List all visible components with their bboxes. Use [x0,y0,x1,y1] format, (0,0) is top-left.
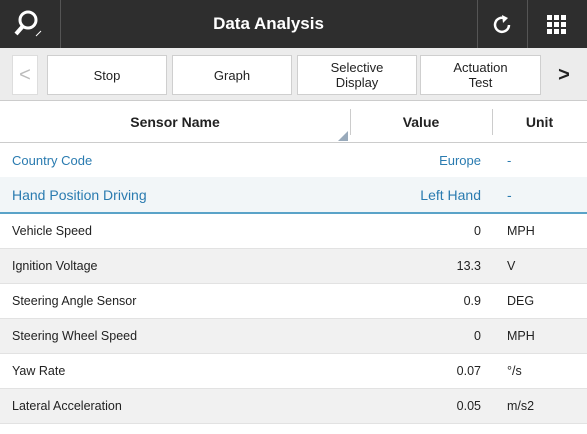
toolbar: < > Stop Graph Selective Display Actuation … [0,48,587,101]
next-button[interactable]: > [558,63,570,86]
column-divider [492,109,493,135]
title: Data Analysis [213,14,324,33]
search-icon[interactable] [14,10,46,40]
button-label: Selective Display [330,60,384,90]
menu-grid-icon[interactable] [547,15,567,35]
cell: 0.05 [456,399,481,413]
cell: Hand Position Driving [12,186,147,203]
refresh-icon[interactable] [491,14,513,36]
sort-indicator [338,131,348,141]
column-header[interactable]: Sensor Name [130,113,220,130]
info-row: Hand Position Driving Left Hand - [0,177,587,214]
data-row[interactable]: Vehicle Speed 0 MPH [0,214,587,249]
button-label: Stop [93,67,121,83]
toolbar-button[interactable]: Stop [47,55,167,95]
cell: V [507,259,516,273]
column-header[interactable]: Unit [525,113,554,130]
cell: Steering Wheel Speed [12,329,138,343]
toolbar-button[interactable]: Selective Display [297,55,417,95]
cell: 13.3 [456,259,481,273]
button-label: Graph [213,67,251,83]
cell: - [507,152,512,168]
top-bar: Data Analysis [0,0,587,48]
cell: °/s [507,364,522,378]
cell: Yaw Rate [12,364,66,378]
cell: Left Hand [420,186,481,203]
cell: Europe [439,152,481,168]
column-header[interactable]: Value [402,113,440,130]
table-header: Sensor Name Value Unit [0,101,587,143]
toolbar-button[interactable]: Graph [172,55,292,95]
cell: Ignition Voltage [12,259,98,273]
column-divider [350,109,351,135]
data-row[interactable]: Ignition Voltage 13.3 V [0,249,587,284]
cell: MPH [507,224,535,238]
cell: 0 [474,224,481,238]
cell: 0.9 [463,294,481,308]
data-row[interactable]: Yaw Rate 0.07 °/s [0,354,587,389]
separator [527,0,528,48]
cell: MPH [507,329,535,343]
data-row[interactable]: Lateral Acceleration 0.05 m/s2 [0,389,587,424]
cell: DEG [507,294,535,308]
cell: - [507,186,512,203]
data-row[interactable]: Steering Wheel Speed 0 MPH [0,319,587,354]
info-row: Country Code Europe - [0,143,587,177]
separator [477,0,478,48]
separator [60,0,61,48]
data-row[interactable]: Steering Angle Sensor 0.9 DEG [0,284,587,319]
toolbar-button[interactable]: Actuation Test [420,55,541,95]
cell: Steering Angle Sensor [12,294,137,308]
cell: Country Code [12,152,93,168]
cell: Vehicle Speed [12,224,92,238]
cell: m/s2 [507,399,535,413]
button-label: Actuation Test [453,60,508,90]
cell: Lateral Acceleration [12,399,122,413]
prev-button[interactable]: < [12,55,38,95]
cell: 0.07 [456,364,481,378]
cell: 0 [474,329,481,343]
